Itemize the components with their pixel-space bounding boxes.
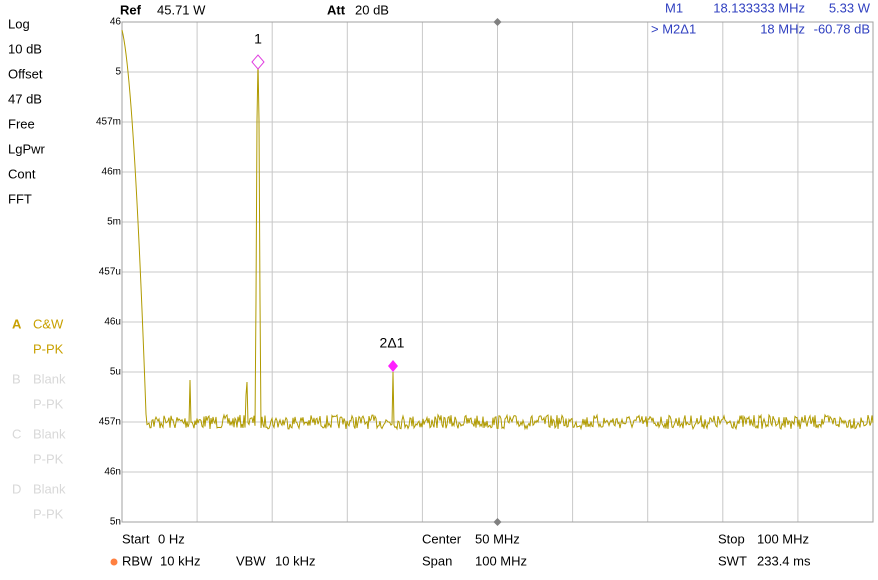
marker-1 — [251, 54, 265, 70]
swt-label: SWT — [718, 553, 747, 568]
y-label: 46n — [104, 467, 121, 478]
y-label: 46m — [102, 167, 121, 178]
ref-value: 45.71 W — [157, 2, 206, 17]
stop-label: Stop — [718, 531, 745, 546]
marker-name: > M2Δ1 — [651, 21, 696, 36]
setting-trigger: Free — [8, 116, 35, 131]
trace-state: Blank — [33, 426, 66, 441]
marker-value: -60.78 dB — [814, 21, 870, 36]
marker-2 — [388, 360, 398, 372]
rbw-value: 10 kHz — [160, 553, 200, 568]
trace-detector: P-PK — [33, 506, 64, 521]
y-label: 457n — [99, 417, 121, 428]
trace-letter: A — [12, 316, 22, 331]
trace-detector: P-PK — [33, 341, 64, 356]
trace-detector: P-PK — [33, 396, 64, 411]
y-label: 457m — [96, 117, 121, 128]
marker-freq: 18.133333 MHz — [713, 0, 805, 15]
y-label: 5u — [110, 367, 121, 378]
setting-mode: FFT — [8, 191, 32, 206]
trace-letter: B — [12, 371, 21, 386]
marker-name: M1 — [665, 0, 683, 15]
marker-tag: 1 — [254, 31, 262, 47]
setting-offset: 47 dB — [8, 91, 42, 106]
swt-value: 233.4 ms — [757, 553, 811, 568]
vbw-value: 10 kHz — [275, 553, 315, 568]
att-label: Att — [327, 2, 346, 17]
trace-state: Blank — [33, 371, 66, 386]
rbw-label: RBW — [122, 553, 153, 568]
center-label: Center — [422, 531, 462, 546]
y-label: 46 — [110, 17, 122, 28]
marker-tag: 2Δ1 — [380, 335, 405, 351]
start-value: 0 Hz — [158, 531, 185, 546]
start-label: Start — [122, 531, 150, 546]
y-label: 46u — [104, 317, 121, 328]
center-marker — [493, 18, 502, 26]
setting-detector-mode: LgPwr — [8, 141, 46, 156]
trace-letter: C — [12, 426, 21, 441]
marker-value: 5.33 W — [829, 0, 871, 15]
span-value: 100 MHz — [475, 553, 527, 568]
att-value: 20 dB — [355, 2, 389, 17]
trace-detector: P-PK — [33, 451, 64, 466]
center-marker — [493, 518, 502, 526]
y-label: 5m — [107, 217, 121, 228]
span-label: Span — [422, 553, 452, 568]
y-label: 5 — [115, 67, 121, 78]
marker-freq: 18 MHz — [760, 21, 805, 36]
y-label: 457u — [99, 267, 121, 278]
trace-state: Blank — [33, 481, 66, 496]
setting-scale: Log — [8, 16, 30, 31]
setting-offset-label: Offset — [8, 66, 43, 81]
trace-state: C&W — [33, 316, 64, 331]
y-label: 5n — [110, 517, 121, 528]
center-value: 50 MHz — [475, 531, 520, 546]
rbw-indicator — [110, 558, 118, 566]
stop-value: 100 MHz — [757, 531, 809, 546]
setting-scale-div: 10 dB — [8, 41, 42, 56]
setting-sweep: Cont — [8, 166, 36, 181]
trace-letter: D — [12, 481, 21, 496]
ref-label: Ref — [120, 2, 142, 17]
trace — [121, 29, 874, 431]
vbw-label: VBW — [236, 553, 266, 568]
